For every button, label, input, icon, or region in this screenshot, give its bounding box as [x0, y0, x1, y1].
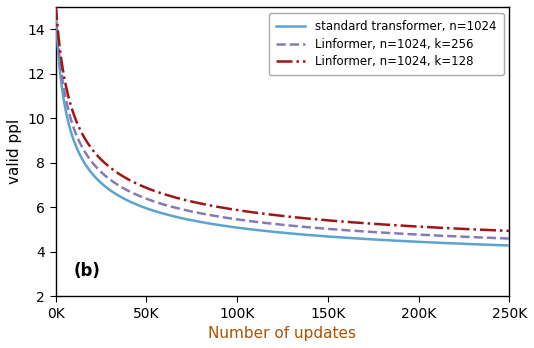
Text: (b): (b)	[74, 262, 100, 280]
Linformer, n=1024, k=256	[236, 218, 242, 222]
Line: Linformer, n=1024, k=128: Linformer, n=1024, k=128	[56, 4, 509, 231]
standard transformer, n=1024	[414, 240, 421, 244]
Linformer, n=1024, k=128	[406, 224, 413, 228]
Linformer, n=1024, k=128	[253, 211, 259, 215]
Linformer, n=1024, k=256	[52, 7, 59, 11]
standard transformer, n=1024	[406, 239, 413, 244]
Linformer, n=1024, k=128	[99, 158, 105, 163]
Linformer, n=1024, k=256	[99, 171, 105, 175]
standard transformer, n=1024	[364, 237, 371, 241]
standard transformer, n=1024	[506, 243, 513, 247]
Linformer, n=1024, k=256	[364, 230, 371, 234]
Line: Linformer, n=1024, k=256: Linformer, n=1024, k=256	[56, 9, 509, 239]
X-axis label: Number of updates: Number of updates	[208, 326, 357, 341]
Linformer, n=1024, k=256	[406, 232, 413, 236]
Line: standard transformer, n=1024: standard transformer, n=1024	[56, 14, 509, 245]
standard transformer, n=1024	[236, 226, 242, 230]
Linformer, n=1024, k=256	[506, 237, 513, 241]
Linformer, n=1024, k=128	[414, 224, 421, 229]
Linformer, n=1024, k=128	[364, 221, 371, 226]
Legend: standard transformer, n=1024, Linformer, n=1024, k=256, Linformer, n=1024, k=128: standard transformer, n=1024, Linformer,…	[269, 13, 504, 76]
Linformer, n=1024, k=256	[414, 232, 421, 237]
Y-axis label: valid ppl: valid ppl	[7, 119, 22, 184]
standard transformer, n=1024	[52, 12, 59, 16]
Linformer, n=1024, k=128	[506, 229, 513, 233]
Linformer, n=1024, k=256	[253, 220, 259, 224]
Linformer, n=1024, k=128	[236, 208, 242, 212]
standard transformer, n=1024	[99, 182, 105, 186]
Linformer, n=1024, k=128	[52, 2, 59, 6]
standard transformer, n=1024	[253, 228, 259, 232]
